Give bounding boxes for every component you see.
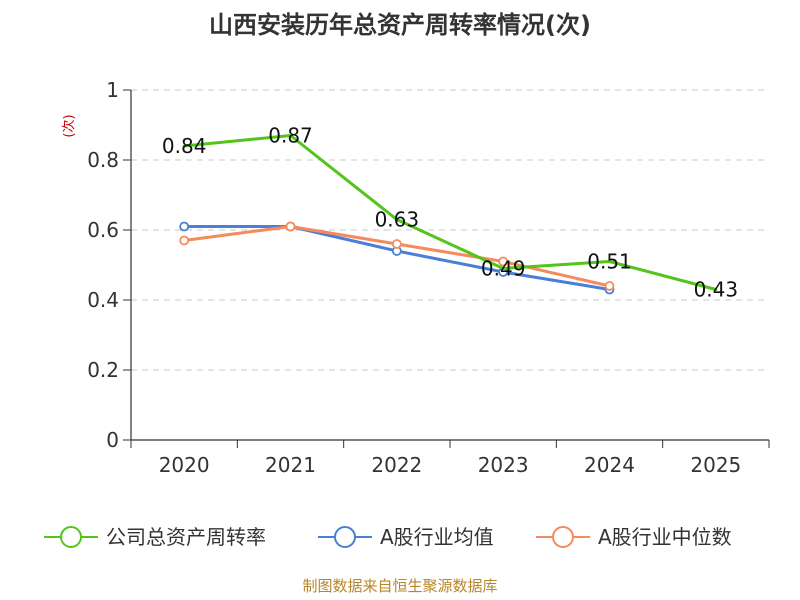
legend-label: A股行业中位数 [598, 525, 732, 549]
data-labels: 0.84 0.87 0.63 0.49 0.51 0.43 [162, 124, 738, 302]
series-line [182, 225, 611, 288]
x-tick-label: 2024 [584, 453, 635, 477]
series-line [182, 134, 718, 291]
legend-marker [60, 526, 82, 548]
data-label: 0.84 [162, 134, 207, 158]
y-tick-label: 1 [106, 78, 119, 102]
series-2 [179, 221, 615, 291]
data-label: 0.43 [694, 278, 739, 302]
data-point [604, 281, 615, 291]
y-tick-label: 0 [106, 428, 119, 452]
series-0 [182, 134, 718, 291]
data-label: 0.63 [375, 208, 420, 232]
y-tick-label: 0.4 [87, 288, 119, 312]
y-tick-label: 0.6 [87, 218, 119, 242]
data-point [498, 256, 509, 267]
x-tick-label: 2020 [159, 453, 210, 477]
grid-lines [131, 89, 769, 371]
y-tick-label: 0.2 [87, 358, 119, 382]
data-point [179, 235, 190, 246]
x-tick-label: 2023 [478, 453, 529, 477]
legend-item-2: A股行业中位数 [536, 525, 732, 549]
legend-label: A股行业均值 [380, 525, 494, 549]
data-point [285, 221, 296, 232]
legend-marker [552, 526, 574, 548]
y-tick-label: 0.8 [87, 148, 119, 172]
axes: 0 0.2 0.4 0.6 0.8 1 2020 2021 2022 2023 2024 2025 [87, 78, 770, 477]
data-point [391, 239, 402, 249]
x-tick-label: 2025 [690, 453, 741, 477]
chart-title: 山西安装历年总资产周转率情况(次) [209, 11, 591, 39]
legend-label: 公司总资产周转率 [106, 525, 266, 549]
legend: 公司总资产周转率 A股行业均值 A股行业中位数 [44, 525, 732, 549]
source-note: 制图数据来自恒生聚源数据库 [302, 577, 497, 595]
legend-marker [334, 526, 356, 548]
x-tick-label: 2022 [371, 453, 422, 477]
x-tick-label: 2021 [265, 453, 316, 477]
data-point [179, 221, 190, 232]
data-label: 0.49 [481, 257, 526, 281]
legend-item-0: 公司总资产周转率 [44, 525, 266, 549]
data-label: 0.87 [268, 124, 313, 148]
series-layer [179, 134, 718, 295]
data-label: 0.51 [587, 250, 632, 274]
legend-item-1: A股行业均值 [318, 525, 494, 549]
series-line [182, 225, 611, 291]
y-axis-label: (次) [61, 114, 77, 137]
